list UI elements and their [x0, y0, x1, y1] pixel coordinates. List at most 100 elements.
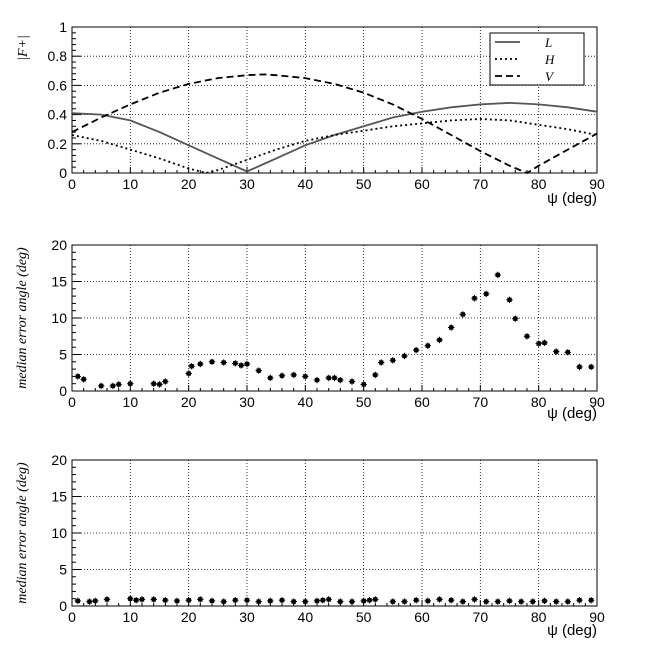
- data-point: [185, 370, 192, 377]
- y-tick-label: 0.8: [48, 48, 68, 64]
- x-tick-label: 10: [123, 176, 139, 192]
- data-point: [494, 598, 501, 605]
- data-point: [319, 597, 326, 604]
- y-tick-label: 0.4: [48, 107, 68, 123]
- data-point: [378, 359, 385, 366]
- data-point: [302, 373, 309, 380]
- x-tick-label: 70: [473, 394, 489, 410]
- panel-2: 0 10 20 30 40 50 60 70 80 90 0 5 10 15 20 ψ (deg) median…: [15, 237, 605, 422]
- data-point: [535, 340, 542, 347]
- data-point: [162, 597, 169, 604]
- data-point: [331, 374, 338, 382]
- data-point: [459, 598, 466, 605]
- data-point: [255, 367, 262, 374]
- data-point: [156, 381, 163, 388]
- data-point: [337, 598, 344, 605]
- x-tick-label: 0: [68, 394, 76, 410]
- data-point: [529, 598, 536, 605]
- data-point: [278, 372, 286, 379]
- data-point: [232, 597, 239, 604]
- data-point: [302, 598, 309, 605]
- x-tick-label: 20: [181, 176, 197, 192]
- data-point: [325, 374, 332, 382]
- data-point: [74, 373, 82, 380]
- data-point: [553, 598, 560, 605]
- panel-1: 0 10 20 30 40 50 60 70 80 90 0 0.2 0.4 0.6 0.8 1 ψ (deg)…: [16, 19, 605, 207]
- data-point: [103, 596, 111, 603]
- data-point: [243, 360, 251, 368]
- data-point: [80, 376, 87, 383]
- legend-label-L: L: [544, 35, 552, 50]
- data-point: [541, 597, 548, 605]
- data-point: [150, 380, 157, 387]
- data-point: [97, 382, 105, 390]
- data-point: [237, 362, 245, 369]
- data-point: [401, 352, 408, 360]
- data-point: [348, 598, 356, 605]
- series-line-H: [71, 118, 598, 174]
- x-tick-label: 60: [414, 394, 430, 410]
- data-point: [278, 597, 286, 604]
- x-tick-label: 50: [356, 176, 372, 192]
- data-point: [518, 598, 525, 605]
- data-point: [220, 359, 227, 366]
- y-tick-label: 0: [59, 165, 67, 181]
- x-tick-label: 10: [123, 609, 139, 625]
- data-point: [267, 597, 274, 605]
- x-tick-label: 70: [473, 609, 489, 625]
- x-tick-label: 60: [414, 609, 430, 625]
- data-point: [588, 363, 595, 371]
- y-tick-label: 10: [51, 310, 67, 326]
- data-point: [313, 376, 321, 384]
- y-tick-label: 20: [51, 237, 67, 253]
- data-point: [413, 346, 420, 354]
- data-point: [553, 348, 560, 355]
- data-point: [401, 598, 408, 605]
- x-tick-label: 80: [531, 609, 547, 625]
- data-point: [512, 315, 519, 322]
- x-tick-label: 20: [181, 609, 197, 625]
- x-tick-label: 80: [531, 176, 547, 192]
- x-axis-label: ψ (deg): [547, 190, 597, 207]
- y-axis-label: median error angle (deg): [15, 247, 30, 389]
- x-axis-label: ψ (deg): [547, 622, 597, 639]
- x-tick-label: 30: [239, 176, 255, 192]
- data-point: [290, 598, 297, 605]
- data-point: [208, 358, 216, 365]
- data-point: [506, 296, 513, 303]
- data-point: [109, 382, 117, 390]
- data-point: [150, 596, 157, 603]
- data-point: [162, 378, 169, 385]
- y-tick-label: 20: [51, 452, 67, 468]
- x-tick-label: 40: [298, 609, 314, 625]
- data-point: [523, 333, 531, 340]
- y-tick-label: 5: [59, 562, 67, 578]
- x-tick-label: 90: [589, 609, 605, 625]
- x-tick-label: 90: [589, 394, 605, 410]
- data-point: [588, 597, 595, 604]
- data-point: [372, 371, 379, 379]
- data-point: [243, 597, 251, 604]
- data-point: [348, 378, 356, 385]
- data-point: [471, 596, 478, 603]
- data-point: [413, 597, 420, 604]
- data-point: [197, 596, 204, 603]
- y-tick-label: 10: [51, 525, 67, 541]
- x-tick-label: 60: [414, 176, 430, 192]
- data-point: [448, 597, 455, 604]
- y-tick-label: 5: [59, 347, 67, 363]
- data-point: [483, 290, 490, 298]
- legend-label-V: V: [545, 69, 555, 84]
- data-point: [564, 349, 571, 356]
- data-point: [436, 336, 443, 344]
- y-tick-label: 1: [59, 19, 67, 35]
- data-point: [448, 324, 455, 331]
- x-axis-label: ψ (deg): [547, 405, 597, 422]
- x-tick-label: 30: [239, 394, 255, 410]
- series-line-L: [71, 101, 598, 173]
- data-point: [313, 597, 321, 605]
- data-point: [255, 598, 262, 605]
- legend-label-H: H: [544, 52, 555, 67]
- data-point: [220, 598, 227, 605]
